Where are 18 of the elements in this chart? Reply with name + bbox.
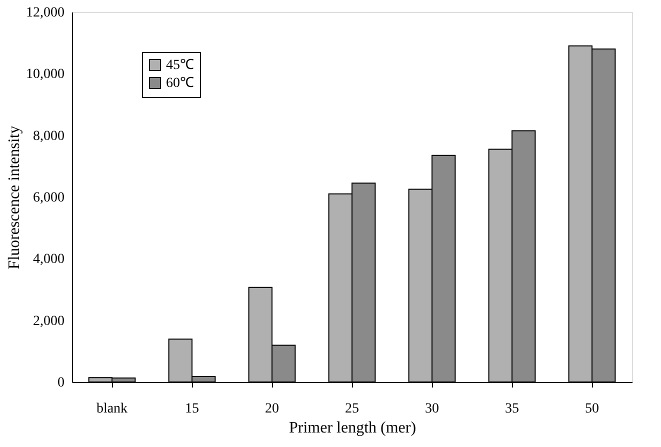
x-tick-label: blank [96,402,128,416]
y-tick-label: 12,000 [26,6,64,20]
x-axis-title: Primer length (mer) [288,420,416,436]
x-tick-label: 25 [345,402,359,416]
y-tick-label: 10,000 [26,67,64,82]
y-tick-label: 0 [58,376,64,390]
x-tick-label: 15 [185,402,199,416]
x-tick-label: 20 [265,402,279,416]
y-tick-label: 6,000 [33,190,64,206]
y-tick-label: 2,000 [33,314,64,329]
x-tick-label: 35 [505,402,519,416]
x-tick-label: 30 [425,402,439,416]
legend-label: 45℃ [166,58,194,73]
y-axis-title: Fluorescence intensity [6,126,23,270]
y-tick-label: 8,000 [33,128,64,144]
x-tick-label: 50 [585,402,599,416]
y-tick-label: 4,000 [33,252,64,268]
legend-label: 60℃ [166,76,194,91]
